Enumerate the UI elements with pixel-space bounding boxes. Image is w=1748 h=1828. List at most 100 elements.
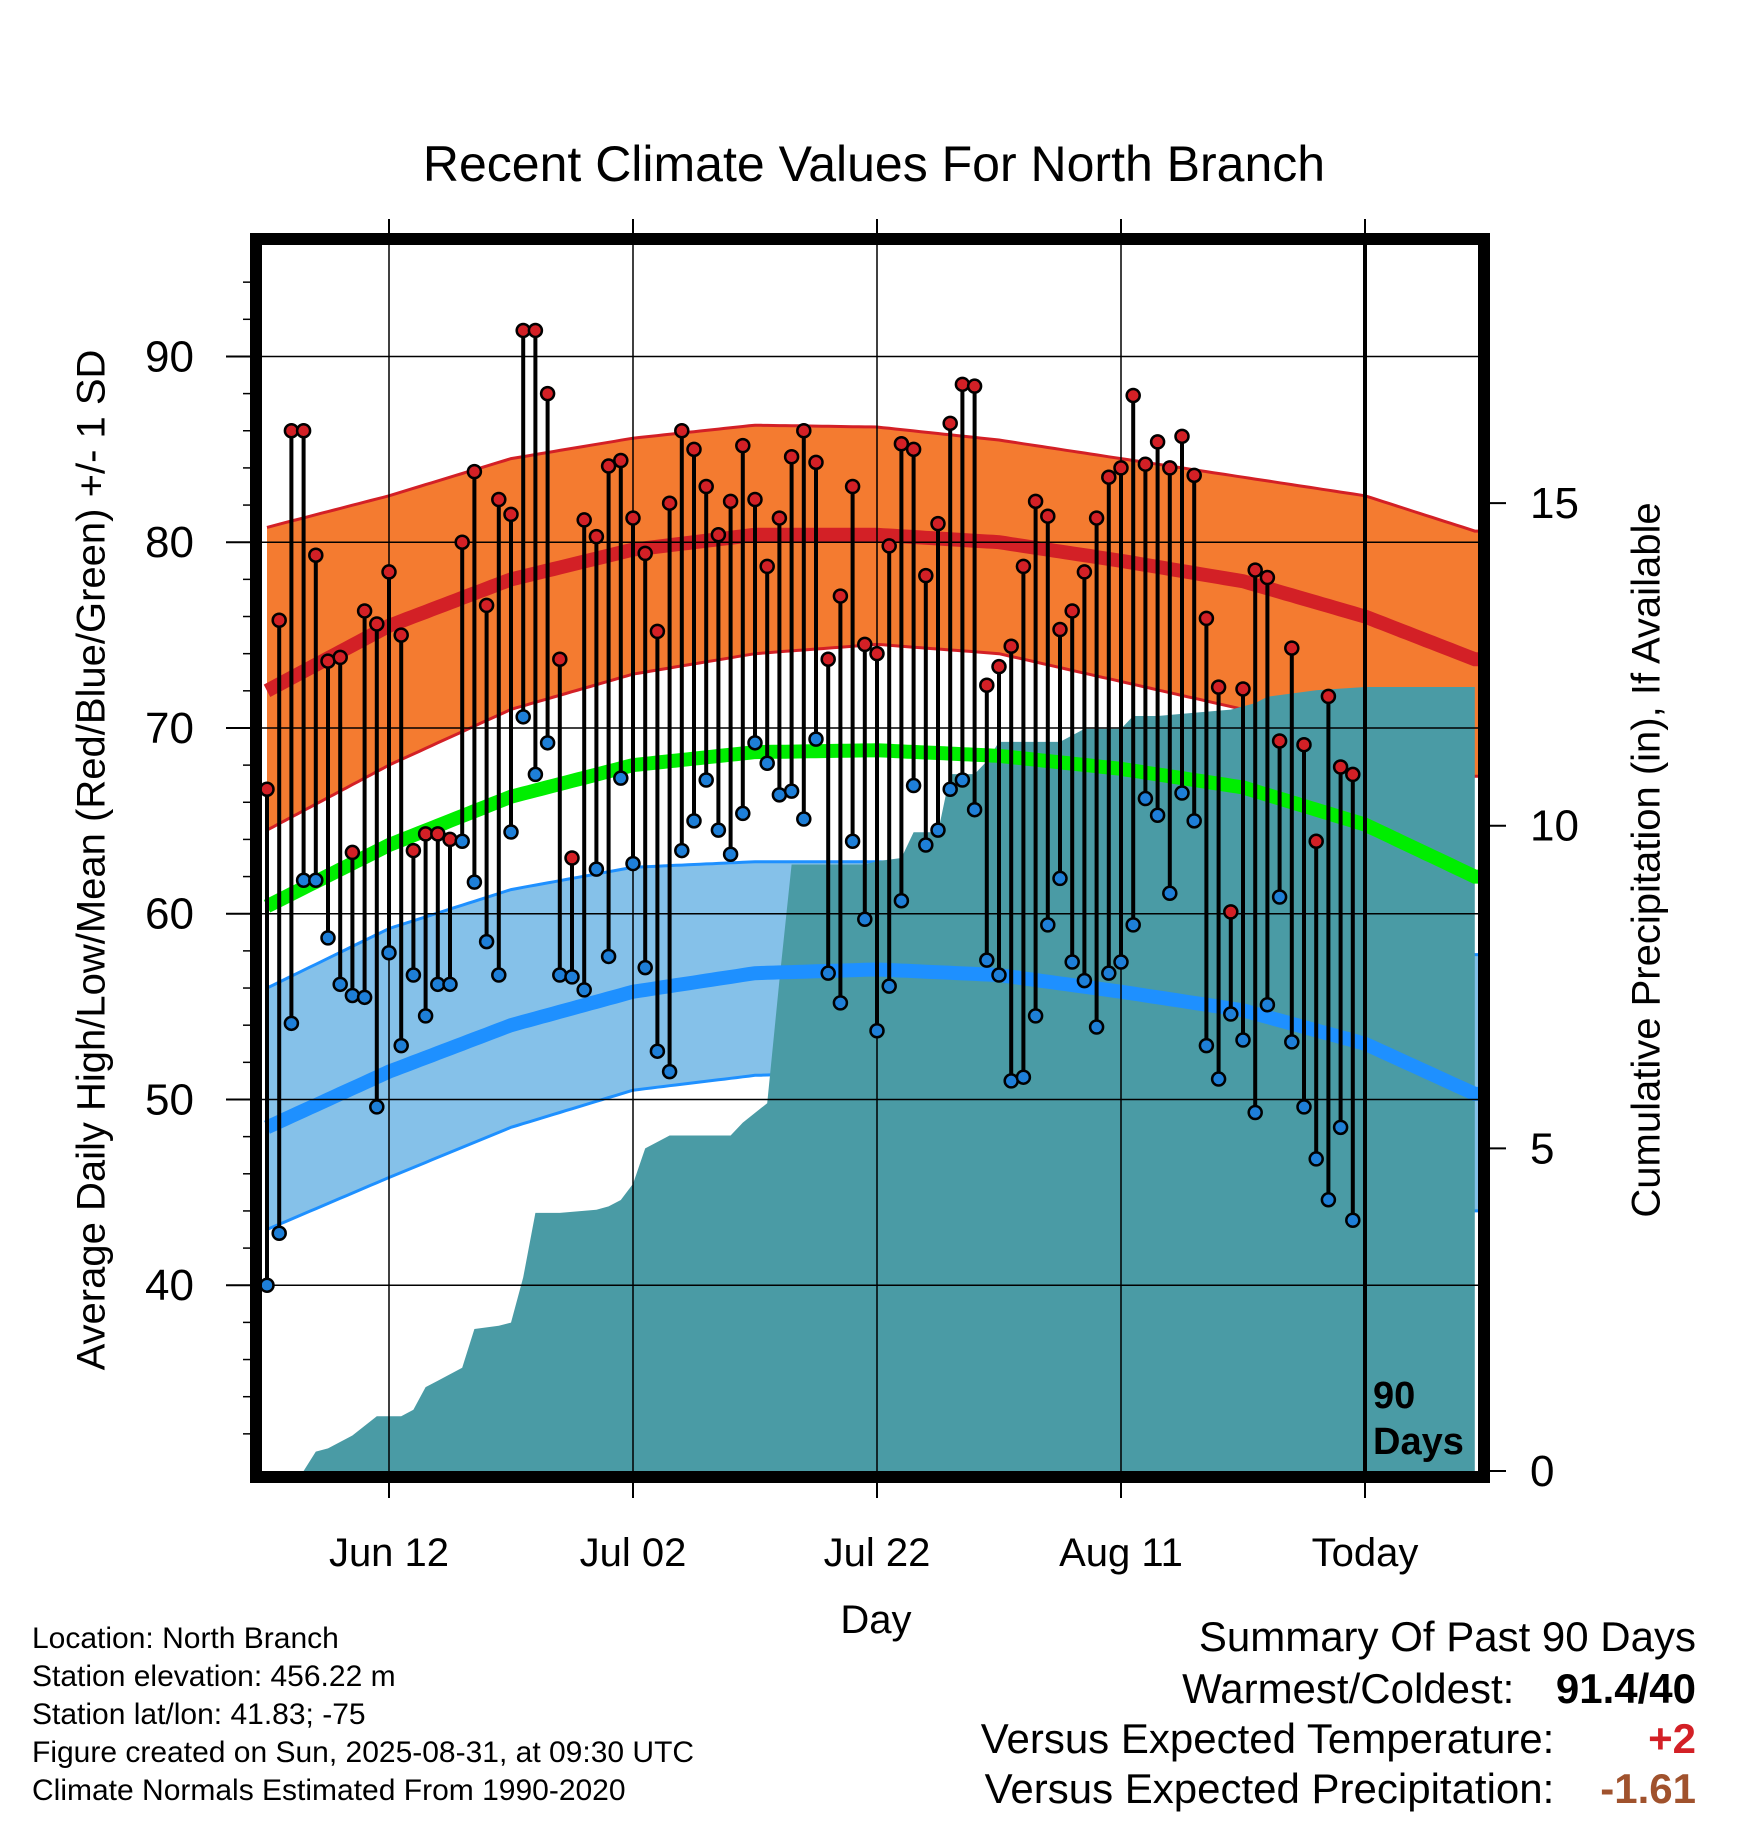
high-point — [1076, 564, 1093, 580]
period-label-unit: Days — [1373, 1421, 1464, 1463]
y2-tick-label: 10 — [1530, 802, 1579, 851]
high-point — [1137, 456, 1154, 472]
high-point — [905, 441, 922, 458]
low-point — [1052, 870, 1068, 887]
high-point — [1259, 569, 1276, 586]
high-point — [491, 491, 507, 508]
meta-elevation: Station elevation: 456.22 m — [32, 1660, 396, 1693]
low-point — [869, 1023, 885, 1039]
low-point — [1162, 885, 1178, 902]
low-point — [576, 982, 592, 998]
low-point — [1186, 813, 1202, 829]
low-point — [1088, 1019, 1105, 1035]
summary-warm-cold-label: Warmest/Coldest: — [1182, 1665, 1515, 1712]
low-point — [1223, 1006, 1239, 1022]
low-point — [503, 824, 519, 840]
high-point — [747, 491, 763, 508]
low-point — [649, 1043, 666, 1059]
summary-warm-cold-value: 91.4/40 — [1555, 1665, 1696, 1712]
y2-tick-label: 15 — [1530, 479, 1579, 528]
high-point — [783, 449, 800, 465]
low-point — [905, 777, 922, 794]
low-point — [759, 755, 775, 772]
precip-area — [267, 687, 1475, 1471]
high-point — [1052, 621, 1068, 638]
summary-row-temp: Versus Expected Temperature: +2 — [981, 1714, 1696, 1764]
high-point — [710, 527, 727, 543]
high-point — [1113, 460, 1129, 476]
low-point — [698, 772, 714, 788]
low-point — [539, 735, 556, 751]
high-point — [637, 545, 653, 562]
low-point — [332, 976, 348, 993]
station-metadata: Location: North Branch Station elevation… — [32, 1620, 694, 1810]
low-point — [1064, 954, 1080, 970]
low-point — [393, 1037, 409, 1054]
high-point — [735, 437, 751, 454]
high-point — [1223, 904, 1239, 920]
low-point — [1040, 917, 1056, 933]
summary-row-precip: Versus Expected Precipitation: -1.61 — [981, 1764, 1696, 1814]
low-point — [979, 952, 995, 968]
high-point — [1101, 469, 1117, 485]
high-point — [979, 677, 995, 693]
high-point — [356, 603, 373, 619]
low-point — [417, 1008, 434, 1024]
high-point — [405, 842, 422, 859]
low-point — [710, 822, 727, 838]
low-point — [1271, 889, 1288, 905]
high-point — [1320, 688, 1337, 705]
low-point — [857, 911, 873, 928]
high-point — [759, 558, 775, 575]
high-point — [613, 452, 629, 469]
low-point — [918, 837, 934, 853]
low-point — [735, 805, 751, 822]
high-point — [564, 850, 580, 866]
summary-panel: Summary Of Past 90 Days Warmest/Coldest:… — [981, 1612, 1696, 1814]
high-point — [262, 781, 275, 798]
high-point — [808, 454, 824, 471]
low-point — [893, 892, 910, 909]
y-tick-label: 40 — [145, 1261, 194, 1310]
low-point — [1198, 1037, 1215, 1054]
plot-area — [262, 245, 1478, 1471]
high-point — [552, 651, 568, 667]
high-point — [1345, 766, 1361, 783]
low-point — [796, 811, 812, 827]
summary-temp-value: +2 — [1648, 1715, 1696, 1762]
high-point — [930, 515, 946, 532]
low-point — [320, 930, 336, 946]
low-point — [722, 846, 739, 863]
high-point — [1186, 467, 1202, 484]
low-point — [832, 995, 849, 1011]
high-point — [1235, 681, 1251, 697]
high-point — [661, 495, 678, 511]
summary-temp-label: Versus Expected Temperature: — [980, 1715, 1555, 1762]
low-point — [747, 735, 763, 751]
period-label: 90 Days — [1373, 1373, 1464, 1465]
high-point — [344, 844, 361, 861]
high-point — [881, 538, 897, 554]
high-point — [1088, 510, 1105, 526]
low-point — [1174, 785, 1190, 801]
high-point — [527, 322, 544, 339]
x-tick-label: Jul 02 — [580, 1531, 687, 1575]
low-point — [1101, 965, 1117, 981]
low-point — [966, 801, 983, 818]
high-point — [295, 423, 312, 439]
normal-high-line — [263, 527, 1478, 697]
x-axis-title: Day — [840, 1598, 912, 1642]
low-point — [308, 872, 324, 889]
high-point — [576, 512, 592, 528]
high-point — [771, 510, 788, 526]
low-point — [930, 822, 946, 838]
low-point — [1113, 954, 1129, 970]
high-point — [466, 463, 483, 480]
period-label-number: 90 — [1373, 1375, 1416, 1417]
low-point — [820, 965, 836, 981]
high-point — [1027, 493, 1044, 510]
low-point — [844, 833, 861, 850]
high-point — [1198, 610, 1215, 627]
low-point — [1259, 996, 1276, 1013]
y-tick-label: 60 — [145, 890, 194, 939]
